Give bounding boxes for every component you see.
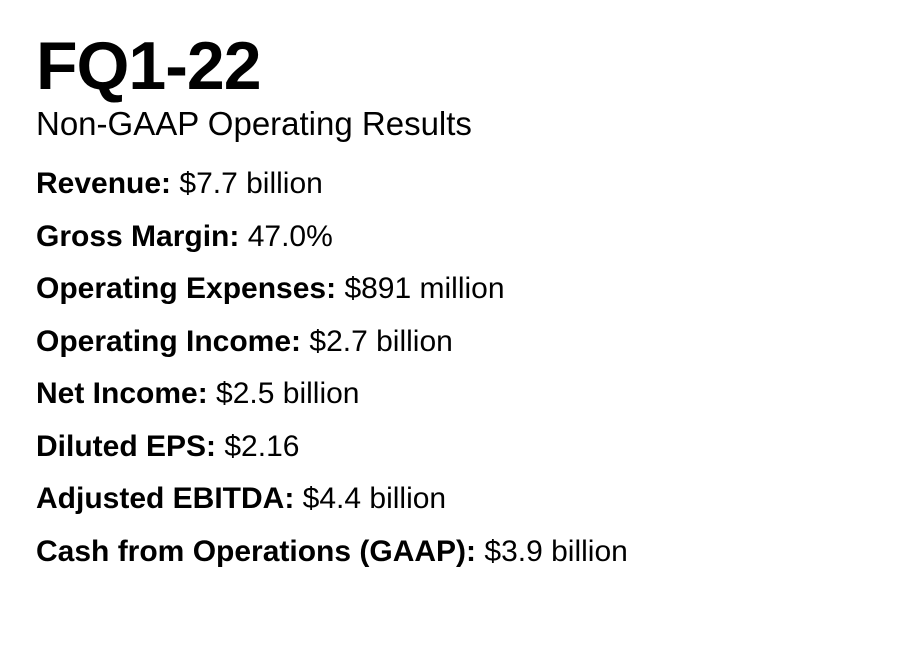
metric-label: Diluted EPS: [36,429,217,463]
metric-operating-expenses: Operating Expenses: $891 million [36,263,876,316]
metric-diluted-eps: Diluted EPS: $2.16 [36,421,876,474]
metrics-list: Revenue: $7.7 billion Gross Margin: 47.0… [36,158,876,578]
metric-gross-margin: Gross Margin: 47.0% [36,211,876,264]
metric-cash-from-operations: Cash from Operations (GAAP): $3.9 billio… [36,526,876,579]
metric-label: Revenue: [36,167,172,200]
metric-net-income: Net Income: $2.5 billion [36,368,876,421]
metric-label: Cash from Operations (GAAP): [36,534,477,568]
metric-value: $891 million [344,272,505,305]
page-title: FQ1-22 [36,28,262,104]
metric-label: Adjusted EBITDA: [36,482,295,515]
metric-value: $2.5 billion [216,377,360,410]
metric-value: $2.16 [224,429,300,463]
metric-label: Net Income: [36,377,208,410]
metric-label: Gross Margin: [36,219,240,253]
metric-label: Operating Expenses: [36,272,337,305]
metric-value: $7.7 billion [179,167,323,200]
metric-operating-income: Operating Income: $2.7 billion [36,316,876,369]
results-document: FQ1-22 Non-GAAP Operating Results Revenu… [36,28,876,578]
page-subtitle: Non-GAAP Operating Results [36,105,472,142]
metric-value: $2.7 billion [309,324,453,358]
metric-value: $4.4 billion [302,482,447,515]
metric-revenue: Revenue: $7.7 billion [36,158,876,211]
metric-label: Operating Income: [36,324,302,358]
metric-value: $3.9 billion [484,534,628,568]
metric-adjusted-ebitda: Adjusted EBITDA: $4.4 billion [36,473,876,526]
metric-value: 47.0% [247,219,333,253]
